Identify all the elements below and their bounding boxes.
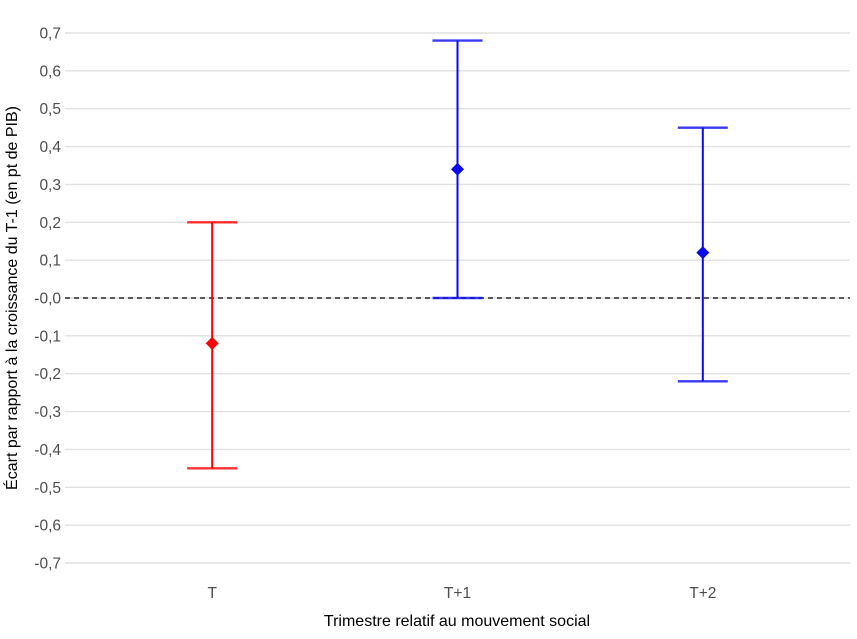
y-tick-label: -0,0	[34, 291, 61, 308]
y-axis-tick-labels: 0,7 0,6 0,5 0,4 0,3 0,2 0,1 -0,0 -0,1 -0,2 -0,3 -0,…	[34, 26, 61, 573]
y-tick-label: 0,6	[39, 63, 61, 80]
point-estimate-diamond	[696, 246, 710, 260]
y-axis-title: Écart par rapport à la croissance du T-1…	[2, 106, 21, 490]
error-bar-T+2	[677, 126, 728, 383]
y-tick-label: 0,7	[39, 26, 61, 43]
y-tick-label: 0,1	[39, 253, 61, 270]
error-bar-T	[187, 221, 238, 470]
x-tick-label: T+1	[444, 585, 471, 602]
point-estimate-diamond	[205, 336, 219, 350]
y-tick-label: 0,3	[39, 177, 61, 194]
x-axis-tick-labels: T T+1 T+2	[207, 585, 716, 602]
error-bar-series	[187, 39, 728, 470]
error-bar-T+1	[432, 39, 483, 300]
y-tick-label: 0,2	[39, 215, 61, 232]
x-axis-title: Trimestre relatif au mouvement social	[324, 613, 590, 630]
y-tick-label: -0,6	[34, 518, 61, 535]
y-tick-label: -0,7	[34, 556, 61, 573]
y-tick-label: -0,4	[34, 442, 61, 459]
y-tick-label: -0,5	[34, 480, 61, 497]
y-tick-label: -0,2	[34, 366, 61, 383]
y-tick-label: -0,1	[34, 328, 61, 345]
x-tick-label: T	[207, 585, 217, 602]
y-tick-label: 0,4	[39, 139, 61, 156]
y-tick-label: -0,3	[34, 404, 61, 421]
y-tick-label: 0,5	[39, 101, 61, 118]
x-tick-label: T+2	[689, 585, 716, 602]
point-estimate-diamond	[451, 162, 464, 176]
